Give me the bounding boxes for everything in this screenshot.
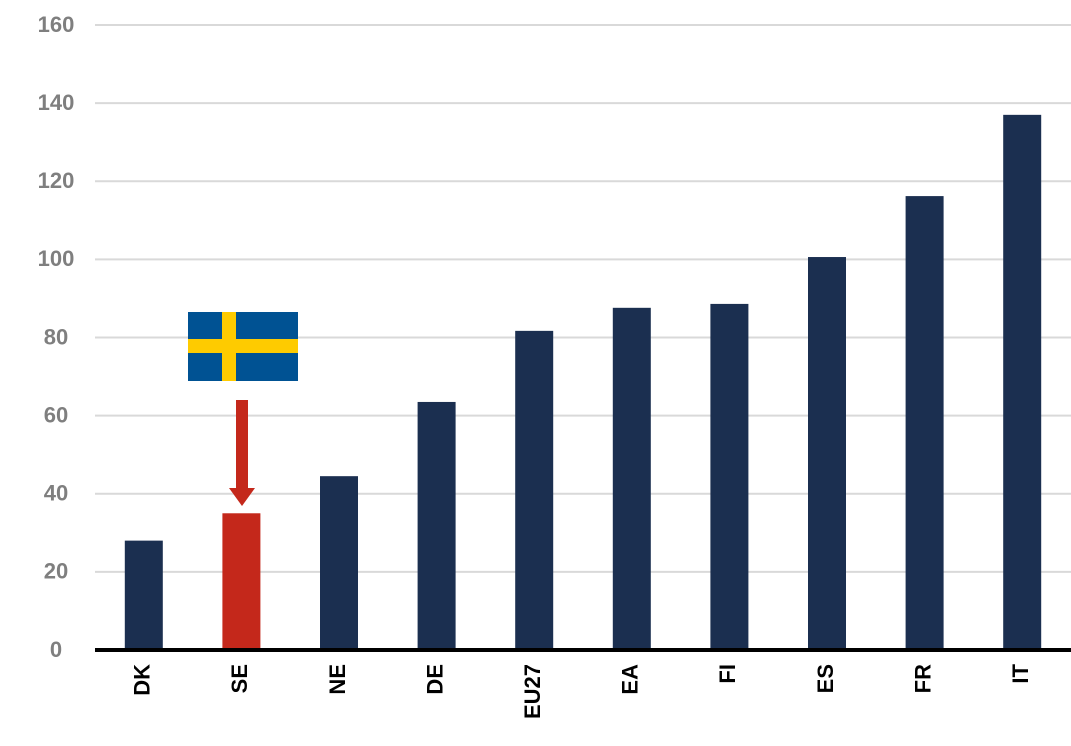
x-tick-label: IT <box>1008 663 1033 683</box>
y-tick-label: 0 <box>50 637 62 662</box>
x-tick-label: ES <box>813 664 838 693</box>
bar <box>124 540 163 650</box>
bar <box>515 330 554 650</box>
bar <box>222 513 261 650</box>
y-tick-label: 100 <box>38 246 75 271</box>
x-tick-label: FR <box>910 664 935 693</box>
x-tick-label: SE <box>227 664 252 693</box>
bar <box>808 257 846 650</box>
y-tick-label: 20 <box>44 559 68 584</box>
bar <box>1003 114 1042 650</box>
x-tick-label: EU27 <box>520 664 545 719</box>
y-tick-label: 140 <box>38 90 75 115</box>
y-tick-label: 120 <box>38 168 75 193</box>
bar <box>417 401 456 650</box>
y-tick-label: 160 <box>38 12 75 37</box>
bar <box>320 476 358 650</box>
x-tick-label: DK <box>130 664 155 696</box>
x-tick-label: DE <box>422 664 447 695</box>
x-tick-label: NE <box>325 664 350 695</box>
x-tick-label: EA <box>618 664 643 695</box>
y-tick-label: 40 <box>44 481 68 506</box>
arrow <box>229 400 255 506</box>
bar <box>905 196 944 650</box>
x-tick-label: FI <box>715 664 740 684</box>
bar <box>612 307 651 650</box>
y-tick-label: 60 <box>44 402 68 427</box>
y-tick-label: 80 <box>44 324 68 349</box>
sweden-flag <box>188 312 298 381</box>
bar <box>710 303 749 650</box>
